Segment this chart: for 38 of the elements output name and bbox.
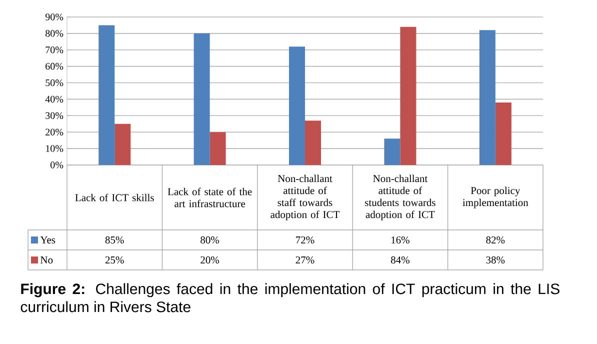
legend-label: Yes [40,236,56,244]
data-label: 72% [296,236,314,244]
y-tick-label: 80% [46,30,64,37]
text: Figure 2: Challenges faced in the implementation of ICT practicum in the LIS curriculum in Rivers State [20,283,560,312]
x-tick-label: Non-challant attitude of students towards adoption of ICT [365,174,436,220]
bar [479,30,496,165]
data-label: 84% [390,256,410,264]
data-label: 20% [200,256,220,264]
bar [384,138,400,165]
y-tick-label: 50% [46,79,64,86]
bar [210,132,226,165]
legend-label: No [40,256,53,264]
x-tick-label: Lack of state of the art infrastructure [168,188,252,208]
bar [98,25,115,165]
bar [495,102,512,165]
data-label: 80% [200,236,220,244]
y-tick-label: 30% [46,112,64,120]
data-label: 16% [392,236,410,244]
bar [289,46,305,165]
y-tick-label: 40% [45,96,64,103]
data-label: 27% [296,256,314,264]
bar [114,124,131,165]
x-tick-label: Lack of ICT skills [75,194,154,202]
y-tick-label: 60% [46,62,64,70]
y-tick-label: 70% [46,46,64,54]
bar [194,33,210,165]
x-tick-label: Non-challant attitude of staff towards adoption of ICT [270,174,340,220]
data-label: 85% [105,236,124,244]
y-tick-label: 10% [46,145,64,152]
y-tick-label: 90% [45,14,64,20]
data-label: 82% [486,236,505,244]
x-tick-label: Poor policy implementation [462,186,528,208]
y-tick-label: 20% [46,128,64,136]
bar [400,26,416,165]
bar [305,120,322,165]
y-tick-label: 0% [50,162,64,168]
data-label: 38% [486,256,505,264]
data-label: 25% [105,256,124,264]
